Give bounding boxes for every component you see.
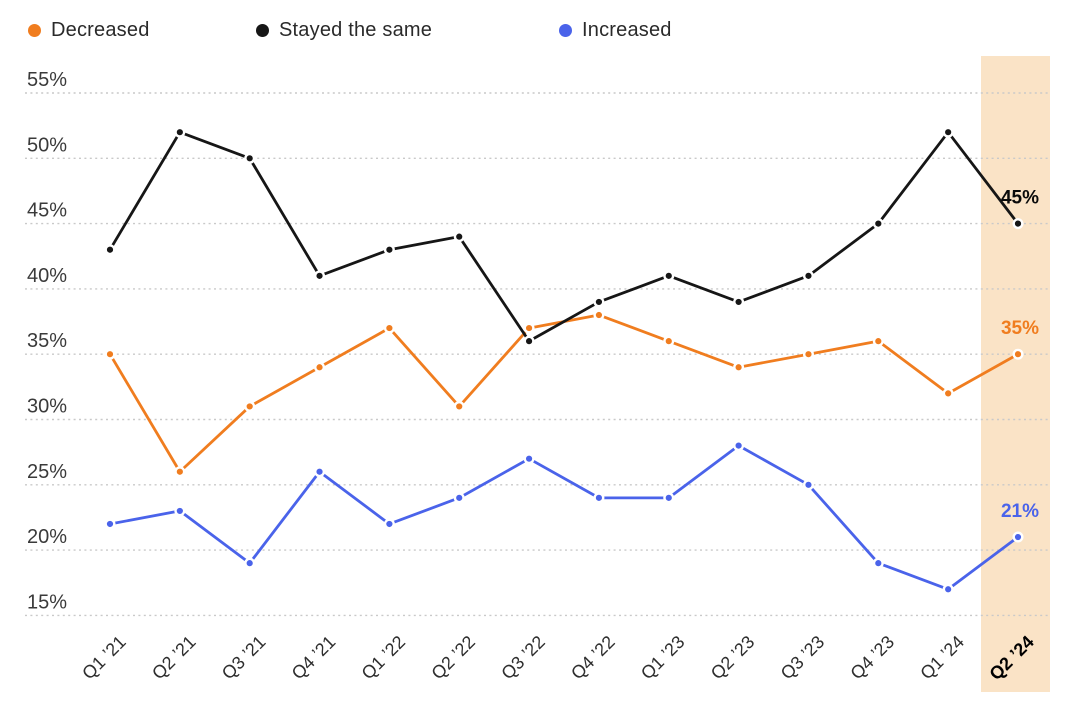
data-point-decreased-q4-23 [872, 335, 884, 347]
data-point-decreased-q3-23 [802, 348, 814, 360]
data-point-increased-q2-22 [453, 492, 465, 504]
end-label-decreased: 35% [1001, 318, 1039, 339]
data-point-stayed-the-same-q3-22 [523, 335, 535, 347]
data-point-increased-q1-24 [942, 583, 954, 595]
x-axis-tick-label-q2-23: Q2 ’23 [707, 632, 759, 684]
series-line-increased [108, 444, 1020, 591]
data-point-decreased-q2-23 [733, 361, 745, 373]
x-axis-tick-label-q1-22: Q1 ’22 [358, 632, 410, 684]
data-point-increased-q3-21 [244, 557, 256, 569]
data-point-decreased-q3-22 [523, 322, 535, 334]
data-point-increased-q2-23 [733, 440, 745, 452]
x-axis-tick-label-q2-22: Q2 ’22 [427, 632, 479, 684]
y-axis-tick-label: 30% [27, 396, 67, 418]
data-point-stayed-the-same-q3-23 [802, 270, 814, 282]
legend-dot-stayed-the-same [256, 23, 269, 37]
data-point-decreased-q2-22 [453, 400, 465, 412]
data-point-increased-q1-21 [104, 518, 116, 530]
x-axis-tick-label-q4-21: Q4 ’21 [288, 632, 340, 684]
data-point-stayed-the-same-q2-23 [733, 296, 745, 308]
data-point-decreased-q2-21 [174, 466, 186, 478]
end-label-increased: 21% [1001, 501, 1039, 522]
x-axis-tick-label-q3-22: Q3 ’22 [497, 632, 549, 684]
y-axis-tick-label: 45% [27, 200, 67, 222]
legend-item-decreased[interactable]: Decreased [28, 17, 150, 43]
data-point-stayed-the-same-q1-23 [663, 270, 675, 282]
highlight-band-q2-24 [981, 56, 1050, 692]
legend-label: Decreased [51, 18, 150, 41]
data-point-decreased-q2-24 [1012, 348, 1024, 360]
data-point-decreased-q3-21 [244, 400, 256, 412]
data-point-decreased-q1-22 [383, 322, 395, 334]
y-axis-tick-label: 35% [27, 330, 67, 352]
data-point-increased-q2-21 [174, 505, 186, 517]
x-axis-tick-label-q3-21: Q3 ’21 [218, 632, 270, 684]
data-point-stayed-the-same-q4-23 [872, 218, 884, 230]
data-point-decreased-q4-22 [593, 309, 605, 321]
x-axis-tick-label-q2-21: Q2 ’21 [148, 632, 200, 684]
data-point-decreased-q1-21 [104, 348, 116, 360]
data-point-stayed-the-same-q2-22 [453, 231, 465, 243]
y-axis-tick-label: 50% [27, 134, 67, 156]
x-axis-tick-label-q1-24: Q1 ’24 [916, 632, 968, 684]
data-point-decreased-q1-23 [663, 335, 675, 347]
y-axis-tick-label: 15% [27, 591, 67, 613]
legend-item-stayed-the-same[interactable]: Stayed the same [256, 17, 432, 43]
legend-dot-decreased [28, 23, 41, 37]
data-point-decreased-q1-24 [942, 387, 954, 399]
data-point-stayed-the-same-q2-21 [174, 126, 186, 138]
end-label-stayed-the-same: 45% [1001, 188, 1039, 209]
data-point-increased-q4-23 [872, 557, 884, 569]
x-axis-tick-label-q4-22: Q4 ’22 [567, 632, 619, 684]
legend-label: Stayed the same [279, 18, 433, 41]
data-point-increased-q3-23 [802, 479, 814, 491]
data-point-stayed-the-same-q1-24 [942, 126, 954, 138]
data-point-increased-q3-22 [523, 453, 535, 465]
data-point-decreased-q4-21 [314, 361, 326, 373]
x-axis-tick-label-q4-23: Q4 ’23 [846, 632, 898, 684]
data-point-stayed-the-same-q2-24 [1012, 218, 1024, 230]
data-point-increased-q2-24 [1012, 531, 1024, 543]
data-point-stayed-the-same-q1-22 [383, 244, 395, 256]
y-axis-tick-label: 20% [27, 526, 67, 548]
data-point-increased-q1-23 [663, 492, 675, 504]
x-axis-tick-label-q1-21: Q1 ’21 [78, 632, 130, 684]
data-point-increased-q1-22 [383, 518, 395, 530]
y-axis-tick-label: 55% [27, 69, 67, 91]
legend-item-increased[interactable]: Increased [559, 17, 672, 43]
data-point-increased-q4-21 [314, 466, 326, 478]
data-point-stayed-the-same-q3-21 [244, 152, 256, 164]
y-axis-tick-label: 40% [27, 265, 67, 287]
legend-dot-increased [559, 23, 572, 37]
series-line-stayed-the-same [108, 130, 1020, 343]
legend-label: Increased [582, 18, 672, 41]
data-point-stayed-the-same-q1-21 [104, 244, 116, 256]
data-point-increased-q4-22 [593, 492, 605, 504]
y-axis-tick-label: 25% [27, 461, 67, 483]
x-axis-tick-label-q3-23: Q3 ’23 [777, 632, 829, 684]
x-axis-tick-label-q1-23: Q1 ’23 [637, 632, 689, 684]
data-point-stayed-the-same-q4-22 [593, 296, 605, 308]
data-point-stayed-the-same-q4-21 [314, 270, 326, 282]
